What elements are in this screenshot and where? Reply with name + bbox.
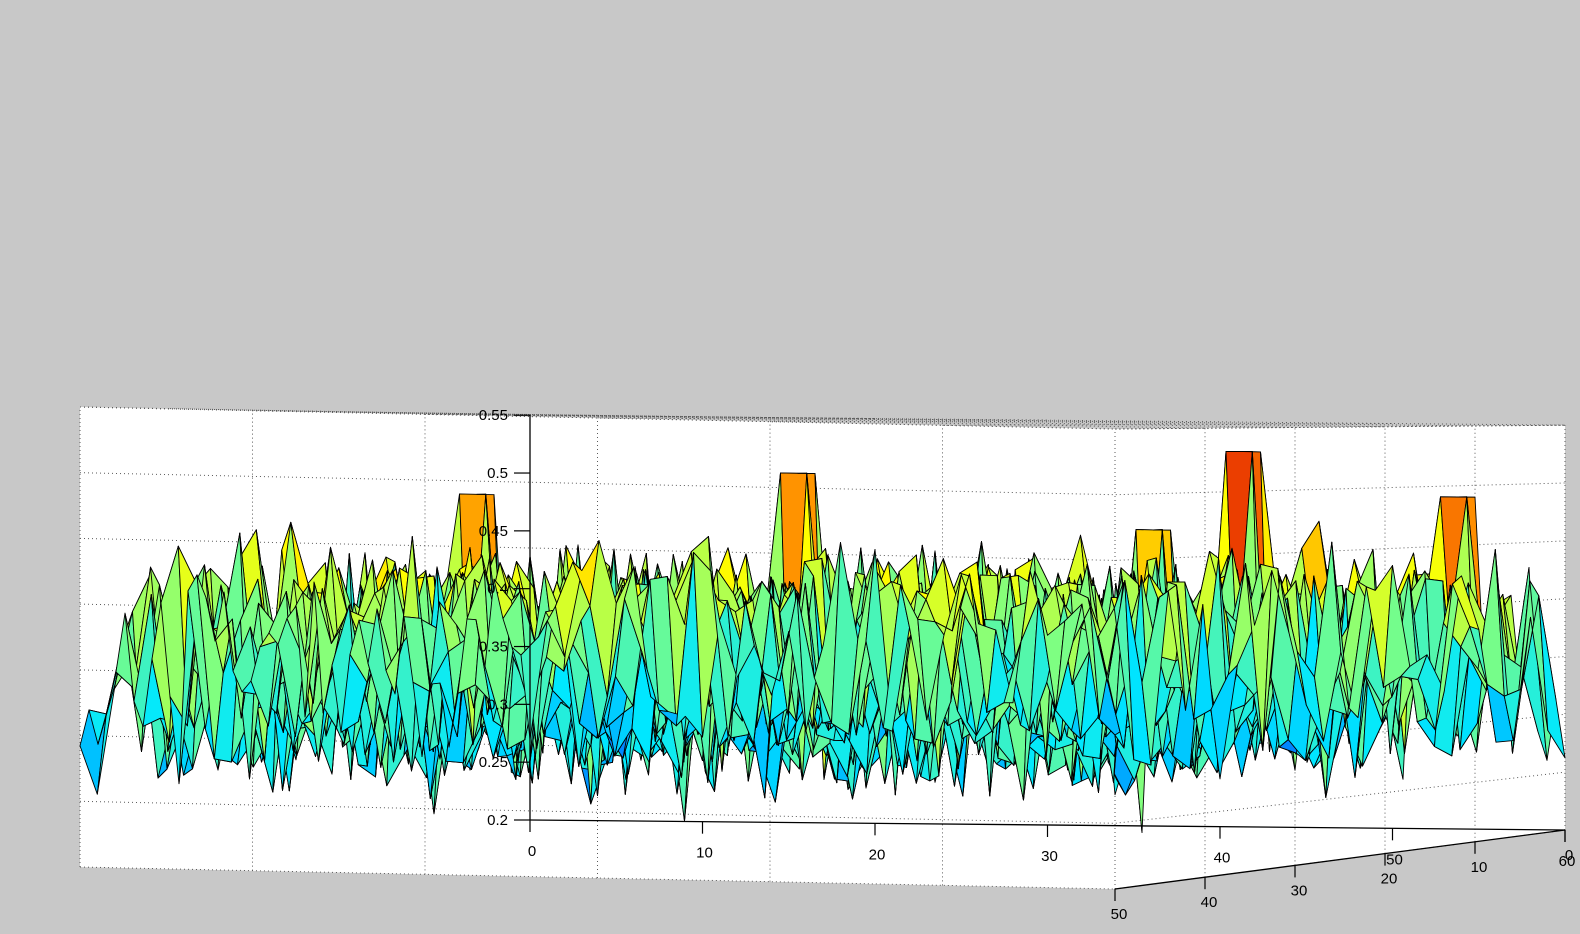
grid-line-y-top bbox=[169, 408, 1206, 429]
x-tick-label: 30 bbox=[1041, 848, 1058, 865]
z-tick-label: 0.25 bbox=[479, 754, 508, 771]
y-tick-label: 30 bbox=[1291, 882, 1308, 899]
z-tick-label: 0.55 bbox=[479, 407, 508, 424]
surface bbox=[79, 450, 1566, 833]
y-tick-label: 0 bbox=[1565, 847, 1573, 864]
z-tick-label: 0.5 bbox=[487, 465, 508, 482]
grid-line-y-top bbox=[439, 413, 1476, 427]
x-tick-label: 40 bbox=[1214, 850, 1231, 867]
y-axis-line bbox=[1114, 829, 1566, 890]
x-tick-label: 10 bbox=[696, 845, 713, 862]
x-tick-label: 20 bbox=[869, 846, 886, 863]
grid-line-y-top bbox=[259, 409, 1296, 428]
z-tick-label: 0.3 bbox=[487, 696, 508, 713]
y-tick-label: 50 bbox=[1111, 906, 1128, 923]
x-tick-label: 60 bbox=[1559, 853, 1576, 870]
floor-pane bbox=[80, 820, 1565, 889]
z-tick-label: 0.2 bbox=[487, 812, 508, 829]
x-tick-label: 50 bbox=[1386, 851, 1403, 868]
y-tick-label: 40 bbox=[1201, 894, 1218, 911]
z-tick-label: 0.4 bbox=[487, 581, 508, 598]
z-tick-label: 0.45 bbox=[479, 523, 508, 540]
y-tick-label: 20 bbox=[1381, 871, 1398, 888]
grid-line-y-top bbox=[349, 411, 1386, 428]
surface-facet bbox=[1538, 595, 1566, 759]
grid-line-z bbox=[79, 713, 1566, 759]
x-tick-label: 0 bbox=[528, 843, 536, 860]
y-tick-label: 10 bbox=[1471, 859, 1488, 876]
z-tick-label: 0.35 bbox=[479, 639, 508, 656]
axes bbox=[514, 414, 1566, 901]
tick-labels: 0 10 20 30 40 50 60 50 40 30 20 10 0 0.2 0.25 0.3 0.35 0.… bbox=[479, 407, 1576, 923]
